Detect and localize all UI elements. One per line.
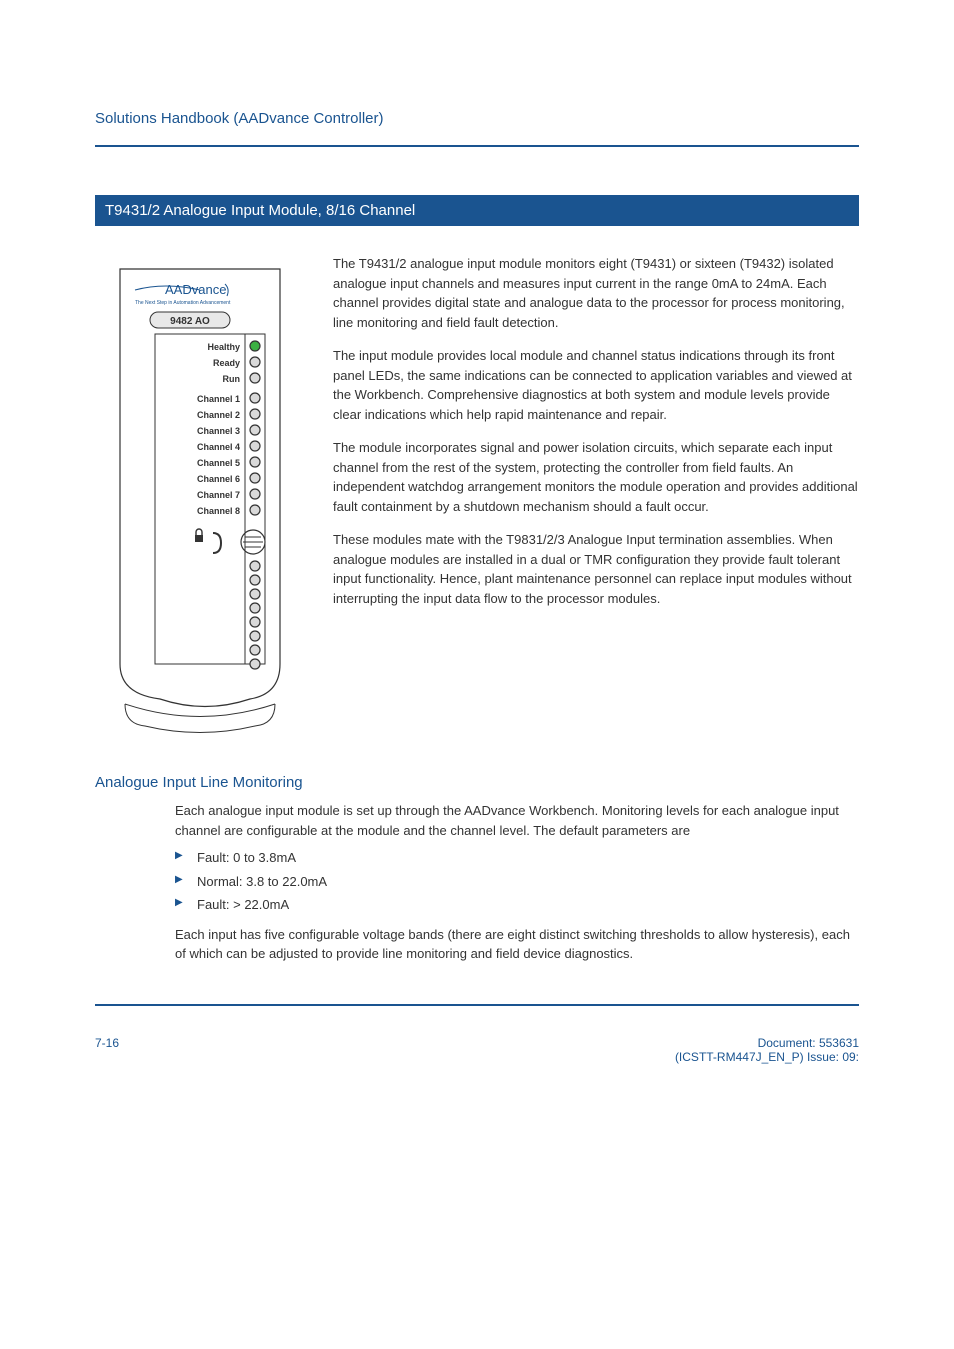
- subheading: Analogue Input Line Monitoring: [95, 774, 859, 791]
- svg-text:Healthy: Healthy: [207, 342, 240, 352]
- footer-page: 7-16: [95, 1036, 119, 1064]
- header-rule: [95, 145, 859, 147]
- body-p3: The module incorporates signal and power…: [333, 438, 859, 516]
- bullet-list: Fault: 0 to 3.8mA Normal: 3.8 to 22.0mA Fa…: [175, 848, 859, 915]
- bullet-item: Normal: 3.8 to 22.0mA: [175, 872, 859, 892]
- body-p4: These modules mate with the T9831/2/3 An…: [333, 530, 859, 608]
- body-p1: The T9431/2 analogue input module monito…: [333, 254, 859, 332]
- svg-text:Channel 7: Channel 7: [197, 490, 240, 500]
- svg-text:Channel 5: Channel 5: [197, 458, 240, 468]
- svg-text:Ready: Ready: [213, 358, 240, 368]
- bullet-item: Fault: > 22.0mA: [175, 895, 859, 915]
- page-header: Solutions Handbook (AADvance Controller): [95, 110, 859, 127]
- bullet-item: Fault: 0 to 3.8mA: [175, 848, 859, 868]
- module-illustration: AADvance The Next Step in Automation Adva…: [95, 254, 305, 734]
- svg-text:AADvance: AADvance: [165, 282, 226, 297]
- svg-text:Channel 8: Channel 8: [197, 506, 240, 516]
- body-p2: The input module provides local module a…: [333, 346, 859, 424]
- svg-text:Channel 3: Channel 3: [197, 426, 240, 436]
- sub-intro: Each analogue input module is set up thr…: [175, 801, 859, 840]
- svg-text:Run: Run: [223, 374, 241, 384]
- footer-rule: [95, 1004, 859, 1006]
- svg-text:Channel 2: Channel 2: [197, 410, 240, 420]
- svg-text:The Next Step in Automation Ad: The Next Step in Automation Advancement: [135, 300, 231, 306]
- section-banner: T9431/2 Analogue Input Module, 8/16 Chan…: [95, 195, 859, 226]
- sub-outro: Each input has five configurable voltage…: [175, 925, 859, 964]
- body-text: The T9431/2 analogue input module monito…: [333, 254, 859, 734]
- svg-text:9482 AO: 9482 AO: [170, 316, 210, 327]
- svg-text:Channel 1: Channel 1: [197, 394, 240, 404]
- footer-doc-line2: (ICSTT-RM447J_EN_P) Issue: 09:: [675, 1050, 859, 1064]
- footer-doc-line1: Document: 553631: [675, 1036, 859, 1050]
- svg-text:Channel 6: Channel 6: [197, 474, 240, 484]
- svg-text:Channel 4: Channel 4: [197, 442, 240, 452]
